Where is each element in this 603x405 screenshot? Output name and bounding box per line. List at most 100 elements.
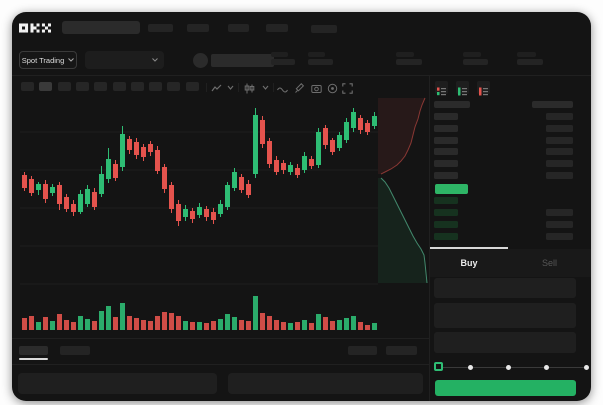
orderbook-row-bar[interactable] [546,137,573,144]
orderbook-row-bar[interactable] [434,209,458,216]
orderbook-row-bar[interactable] [546,125,573,132]
timeframe-button[interactable] [75,82,89,91]
orderbook-row-bar[interactable] [546,160,573,167]
market-type-label: Spot Trading [21,55,65,65]
nav-item[interactable] [311,25,337,33]
divider [206,83,207,92]
ticker-stat-label [517,52,536,57]
divider [429,75,430,401]
chevron-down-icon [68,58,75,62]
camera-icon[interactable] [311,83,322,94]
nav-item[interactable] [228,24,249,32]
orderbook-row-bar[interactable] [546,148,573,155]
orderbook-combined-icon[interactable] [435,81,448,96]
orderbook-row-bar[interactable] [546,221,573,228]
orderbook-price-header [434,101,470,108]
chevron-down-icon [152,58,158,62]
orderbook-amount-header [532,101,573,108]
volume-pane [22,296,377,330]
divider [12,364,430,365]
pair-selector-dropdown[interactable] [85,51,164,69]
buy-tab-underline [430,247,508,249]
orders-action[interactable] [348,346,377,355]
orderbook-row-bar[interactable] [546,209,573,216]
buy-button[interactable] [435,380,576,396]
ticker-stat-label [463,52,481,57]
orders-action[interactable] [386,346,417,355]
divider [273,83,274,92]
timeframe-button[interactable] [21,82,34,91]
divider [12,75,591,76]
active-tab-underline [19,358,48,360]
settings-icon[interactable] [327,83,338,94]
orderbook-row-bar[interactable] [434,197,458,204]
slider-stop[interactable] [584,365,589,370]
ticker-stat-value [463,59,488,65]
chevron-down-icon[interactable] [227,85,234,90]
pencil-icon[interactable] [294,83,305,94]
slider-stop[interactable] [506,365,511,370]
orders-panel-placeholder [228,373,423,394]
indicators-icon[interactable] [211,83,222,94]
orderbook-row-bar[interactable] [434,221,458,228]
candle-type-icon[interactable] [244,83,255,94]
orderbook-asks-icon[interactable] [477,81,490,96]
trade-tabs-bg [430,249,591,277]
orderbook-row-bar[interactable] [546,233,573,240]
orderbook-bids-icon[interactable] [456,81,469,96]
ticker-stat-label [271,52,288,57]
divider [238,83,239,92]
orders-tab[interactable] [60,346,90,355]
ticker-stat-value [396,59,422,65]
timeframe-button[interactable] [185,82,199,91]
order-type-field[interactable] [434,278,576,298]
orders-panel-placeholder [18,373,217,394]
price-field[interactable] [434,303,576,328]
orderbook-row-bar[interactable] [434,137,458,144]
orderbook-row-bar[interactable] [546,113,573,120]
buy-tab[interactable]: Buy [460,258,478,268]
pair-name-placeholder [211,54,274,67]
orderbook-row-bar[interactable] [434,125,458,132]
ticker-stat-label [308,52,325,57]
ticker-stat-label [396,52,414,57]
orderbook-row-bar[interactable] [434,172,458,179]
depth-chart [378,97,428,284]
slider-stop[interactable] [544,365,549,370]
slider-track[interactable] [439,367,587,368]
timeframe-button[interactable] [94,82,108,91]
ticker-stat-value [271,59,295,65]
timeframe-button[interactable] [167,82,181,91]
timeframe-button[interactable] [130,82,144,91]
sell-tab[interactable]: Sell [541,258,557,268]
timeframe-button[interactable] [39,82,53,91]
amount-field[interactable] [434,332,576,353]
nav-item[interactable] [148,24,173,32]
timeframe-button[interactable] [112,82,126,91]
slider-handle[interactable] [434,362,443,371]
divider [12,338,430,339]
last-price-badge[interactable] [435,184,468,194]
nav-item[interactable] [266,24,288,32]
ticker-stat-value [517,59,543,65]
orderbook-row-bar[interactable] [434,233,458,240]
slider-stop[interactable] [468,365,473,370]
orders-tab-active[interactable] [19,346,48,355]
nav-item[interactable] [187,24,209,32]
orderbook-row-bar[interactable] [434,148,458,155]
search-input[interactable] [62,21,140,34]
coin-icon [193,53,208,68]
orderbook-row-bar[interactable] [546,172,573,179]
orderbook-row-bar[interactable] [434,113,458,120]
okx-logo[interactable] [19,23,51,33]
timeframe-button[interactable] [149,82,163,91]
ticker-stat-value [308,59,333,65]
chevron-down-icon[interactable] [262,85,269,90]
app-window: Spot Trading [12,12,591,401]
line-style-icon[interactable] [277,84,288,95]
fullscreen-icon[interactable] [342,83,353,94]
orderbook-row-bar[interactable] [434,160,458,167]
market-type-dropdown[interactable]: Spot Trading [19,51,77,69]
timeframe-button[interactable] [57,82,71,91]
candlestick-chart[interactable] [20,100,378,292]
